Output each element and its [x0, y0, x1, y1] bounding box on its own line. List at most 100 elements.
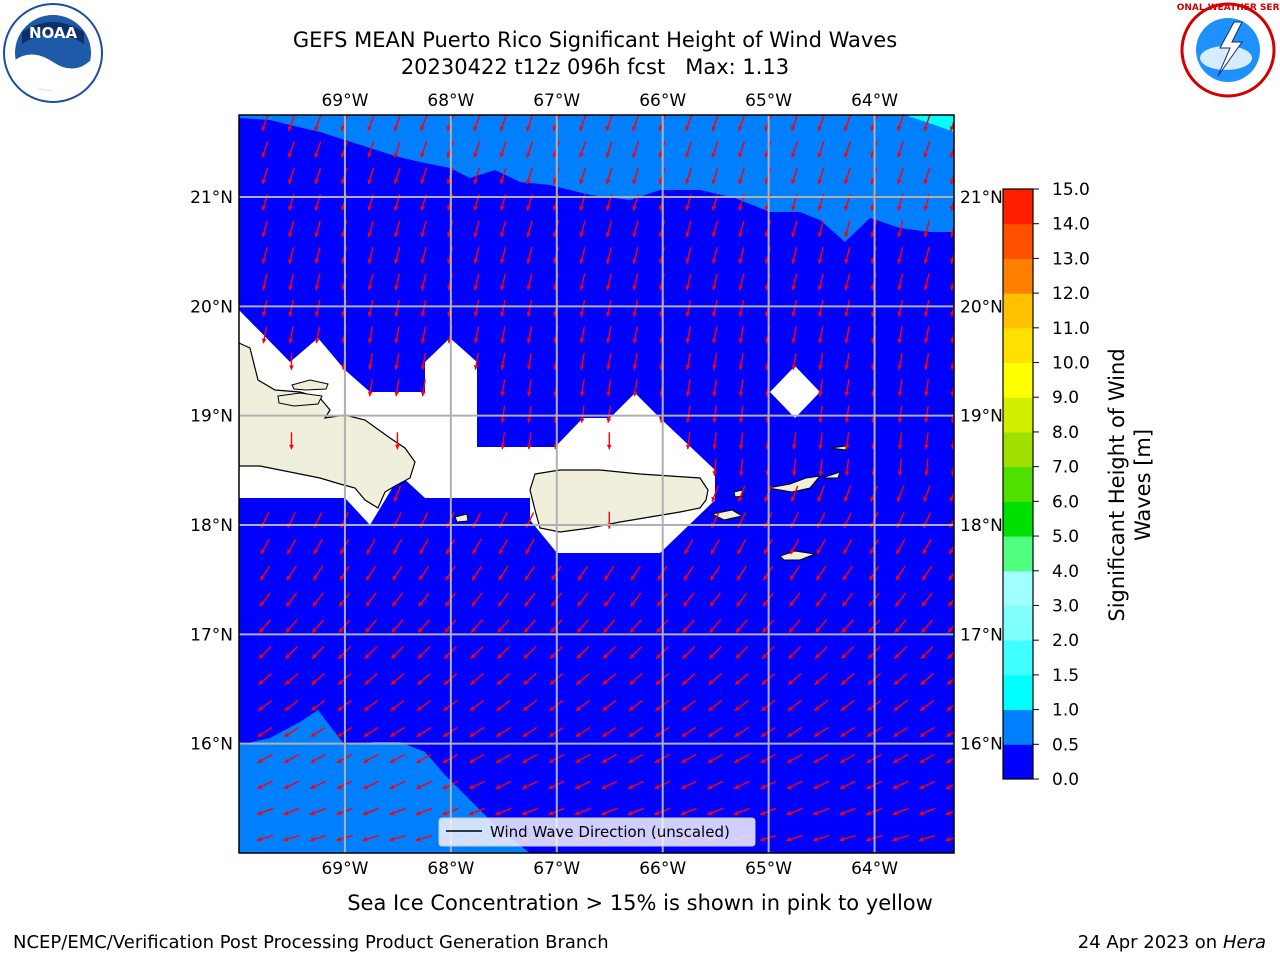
wave-arrow-head — [738, 311, 744, 317]
wave-arrow-head — [338, 627, 344, 633]
wave-arrow-head — [656, 653, 661, 659]
wave-arrow-head — [418, 627, 423, 633]
wave-arrow-head — [579, 285, 585, 291]
wave-arrow-head — [657, 575, 662, 581]
wave-arrow-head — [632, 152, 637, 158]
footer-right: 24 Apr 2023 on Hera — [1078, 932, 1266, 953]
wave-arrow-head — [632, 391, 638, 397]
wave-arrow-head — [818, 391, 823, 397]
wave-arrow-head — [711, 126, 717, 132]
wave-arrow-head — [606, 418, 612, 423]
wave-arrow-head — [284, 706, 290, 711]
wave-arrow-head — [336, 784, 342, 789]
wave-arrow-head — [787, 758, 793, 763]
wave-arrow-head — [813, 784, 819, 789]
wave-arrow-head — [788, 653, 794, 659]
wave-arrow-head — [893, 706, 899, 711]
wave-arrow-head — [311, 706, 317, 711]
wave-arrow-head — [892, 836, 898, 842]
wave-arrow-head — [287, 126, 293, 132]
nws-logo: NATIONAL WEATHER SERVICE — [1176, 2, 1280, 98]
wave-arrow-head — [896, 126, 902, 132]
wave-arrow-head — [339, 601, 344, 607]
colorbar-segment — [1003, 293, 1033, 329]
wave-arrow-head — [738, 126, 743, 132]
wave-arrow-head — [287, 152, 293, 158]
wave-arrow-head — [314, 152, 319, 158]
wave-arrow-head — [712, 471, 718, 476]
wave-arrow-head — [894, 679, 900, 685]
wave-arrow-head — [363, 810, 368, 816]
wave-arrow-head — [788, 679, 794, 685]
wave-arrow-head — [922, 575, 927, 581]
wave-arrow-head — [498, 601, 503, 607]
wave-arrow-head — [526, 205, 531, 211]
wave-arrow-head — [500, 444, 506, 450]
wave-arrow-head — [919, 784, 925, 789]
wave-arrow-head — [283, 784, 289, 789]
wave-arrow-head — [897, 364, 903, 370]
land-virgin-islands — [767, 475, 822, 493]
wave-arrow-head — [289, 444, 294, 450]
wave-arrow-head — [523, 706, 528, 711]
land-tortola — [821, 471, 841, 479]
wave-arrow-head — [897, 205, 902, 211]
wave-arrow-head — [736, 601, 742, 607]
wave-arrow-head — [923, 205, 929, 211]
wave-arrow-head — [738, 471, 744, 476]
wave-arrow-head — [605, 285, 611, 291]
wave-arrow-head — [789, 601, 795, 607]
wave-arrow-head — [260, 549, 266, 555]
colorbar-segment — [1003, 397, 1033, 433]
wave-arrow-head — [712, 364, 717, 370]
wave-arrow-head — [945, 836, 951, 842]
wave-arrow-head — [419, 549, 424, 555]
wave-arrow-head — [577, 627, 582, 633]
wave-arrow-head — [284, 758, 290, 763]
wave-arrow-head — [950, 205, 954, 211]
wave-arrow-head — [394, 258, 399, 264]
wave-arrow-head — [605, 205, 611, 211]
wave-arrow-head — [445, 575, 451, 581]
wave-arrow-head — [738, 205, 743, 211]
wave-arrow-head — [733, 784, 739, 789]
wave-arrow-head — [522, 758, 528, 763]
wave-arrow-head — [393, 205, 399, 211]
land-mona — [454, 513, 469, 523]
wave-arrow-head — [950, 258, 954, 264]
wave-arrow-head — [579, 232, 584, 238]
lon-tick-label-top: 65°W — [745, 91, 792, 111]
wave-arrow-head — [261, 205, 267, 211]
wave-arrow-head — [256, 836, 262, 842]
wave-arrow-head — [548, 810, 554, 816]
wave-arrow-head — [786, 784, 792, 789]
wave-arrow-head — [894, 653, 900, 659]
wave-arrow-head — [817, 205, 823, 211]
wave-arrow-head — [681, 732, 687, 737]
wave-arrow-head — [789, 627, 794, 633]
lon-tick-label-bottom: 64°W — [851, 859, 898, 879]
wave-arrow-head — [606, 444, 612, 450]
wave-arrow-head — [468, 810, 474, 816]
lat-tick-label-left: 21°N — [190, 188, 233, 208]
wave-arrow-head — [473, 285, 479, 291]
wave-arrow-head — [817, 152, 823, 158]
wave-arrow-head — [257, 732, 263, 737]
wave-arrow-head — [526, 391, 532, 397]
no-data-east — [770, 366, 820, 418]
wave-arrow-head — [787, 706, 793, 711]
wave-arrow-head — [761, 706, 767, 711]
wave-arrow-head — [738, 338, 744, 344]
wave-arrow-head — [844, 471, 850, 476]
wave-arrow-head — [313, 575, 318, 581]
lon-tick-label-top: 69°W — [321, 91, 368, 111]
wave-arrow-head — [841, 653, 847, 659]
wave-arrow-head — [285, 627, 291, 633]
wave-arrow-head — [897, 179, 902, 185]
lat-tick-label-left: 16°N — [190, 735, 233, 755]
wave-arrow-head — [578, 575, 583, 581]
wave-arrow-head — [418, 601, 424, 607]
wave-arrow-head — [892, 784, 898, 789]
wave-arrow-head — [526, 364, 532, 370]
lon-tick-label-bottom: 68°W — [427, 859, 474, 879]
